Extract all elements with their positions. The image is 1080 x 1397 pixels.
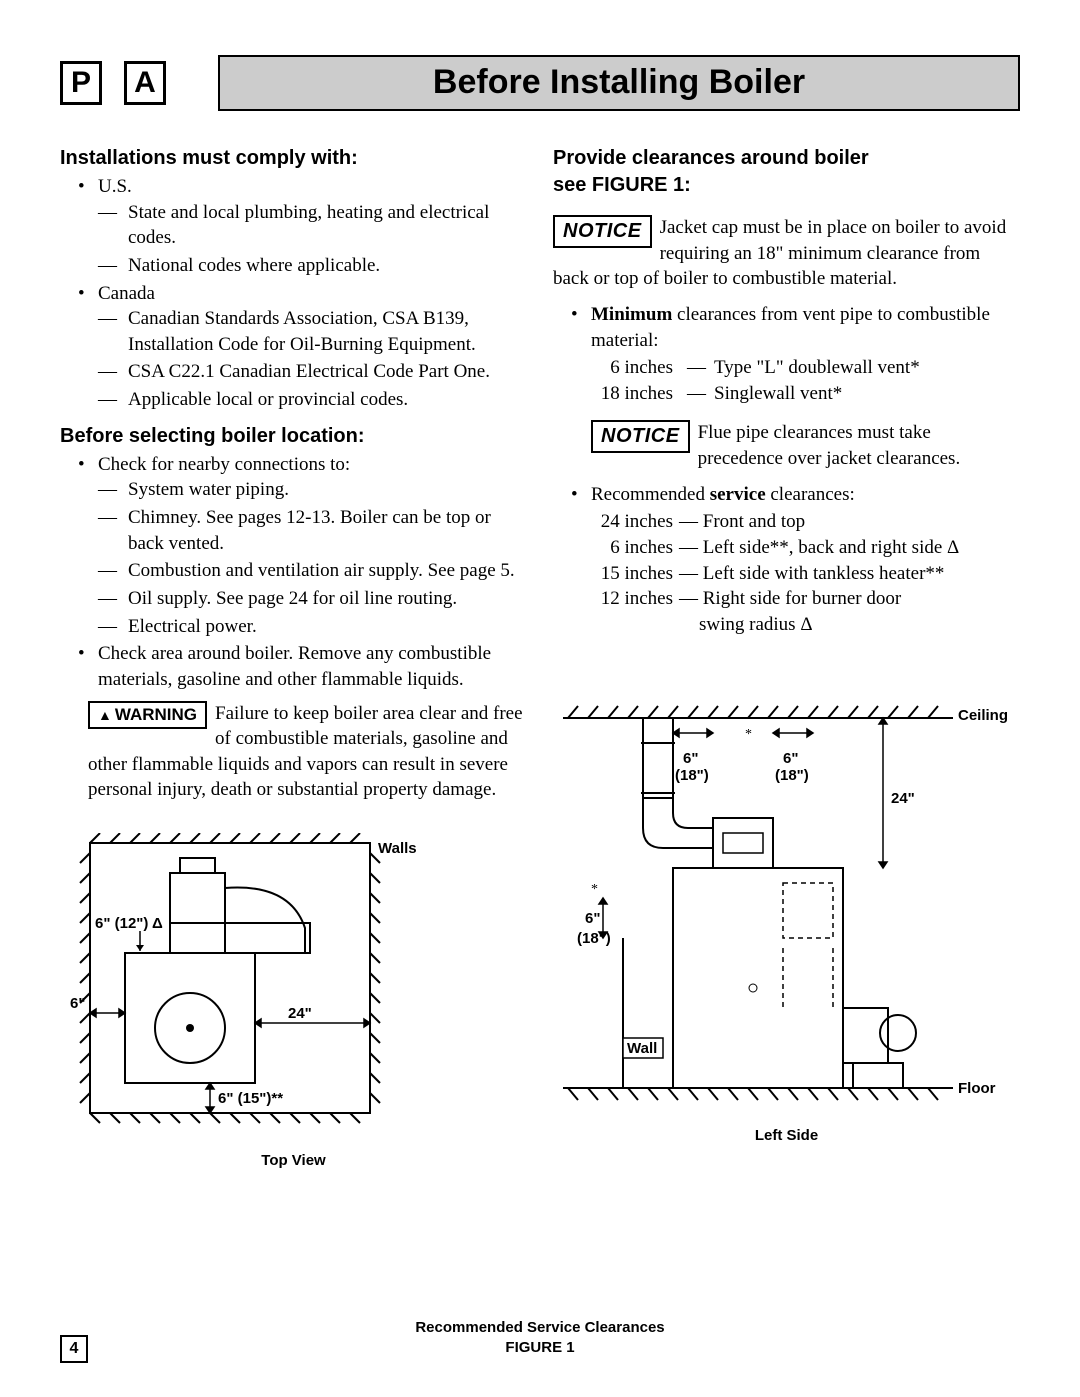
list-item: State and local plumbing, heating and el… [98, 200, 527, 251]
list-item: Chimney. See pages 12-13. Boiler can be … [98, 505, 527, 556]
warning-label: WARNING [88, 701, 207, 730]
footer-figure-label: FIGURE 1 [505, 1339, 574, 1356]
list-item: National codes where applicable. [98, 253, 527, 279]
heading-installations: Installations must comply with: [60, 145, 527, 172]
logo-p-icon: P [60, 61, 102, 105]
list-item: Canada Canadian Standards Association, C… [60, 281, 527, 413]
page-title: Before Installing Boiler [433, 60, 805, 106]
dim-label: 6" [70, 995, 85, 1012]
svg-text:(18"): (18") [577, 930, 611, 947]
figure-caption: Top View [60, 1151, 527, 1171]
right-column: Provide clearances around boiler see FIG… [553, 139, 1020, 1171]
header: P A Before Installing Boiler [60, 55, 1020, 111]
warning-callout: WARNING Failure to keep boiler area clea… [88, 701, 527, 804]
list-item: CSA C22.1 Canadian Electrical Code Part … [98, 359, 527, 385]
ceiling-label: Ceiling [958, 707, 1008, 724]
figure-top-view: 6" (12") Δ 6" 24" 6" (15")** Walls Top V… [60, 833, 527, 1171]
svg-text:(18"): (18") [675, 767, 709, 784]
svg-text:(18"): (18") [775, 767, 809, 784]
text: Canada [98, 283, 155, 304]
list-item: Minimum clearances from vent pipe to com… [553, 302, 1020, 353]
top-view-diagram: 6" (12") Δ 6" 24" 6" (15")** Walls [60, 833, 440, 1143]
left-column: Installations must comply with: U.S. Sta… [60, 139, 527, 1171]
notice-label: NOTICE [553, 215, 652, 248]
list-item: Oil supply. See page 24 for oil line rou… [98, 586, 527, 612]
list-item: U.S. State and local plumbing, heating a… [60, 174, 527, 279]
svg-text:6": 6" [683, 750, 698, 767]
list-item: Canadian Standards Association, CSA B139… [98, 306, 527, 357]
wall-label: Wall [627, 1040, 657, 1057]
list-item: Electrical power. [98, 614, 527, 640]
list-item: System water piping. [98, 477, 527, 503]
notice-callout: NOTICE Flue pipe clearances must take pr… [591, 420, 1020, 471]
page-number: 4 [60, 1335, 88, 1363]
footer: Recommended Service Clearances FIGURE 1 … [60, 1318, 1020, 1357]
notice-callout: NOTICE Jacket cap must be in place on bo… [553, 215, 1020, 292]
dim-label: 6" (12") Δ [95, 915, 163, 932]
dim-label: 24" [288, 1005, 312, 1022]
floor-label: Floor [958, 1080, 996, 1097]
heading-clearances: Provide clearances around boiler see FIG… [553, 145, 1020, 199]
svg-text:6": 6" [783, 750, 798, 767]
figure-caption: Left Side [553, 1126, 1020, 1146]
svg-text:*: * [591, 882, 598, 897]
logo-a-icon: A [124, 61, 166, 105]
svg-text:*: * [745, 727, 752, 742]
list-item: Check area around boiler. Remove any com… [60, 641, 527, 692]
list-item: Applicable local or provincial codes. [98, 387, 527, 413]
text: U.S. [98, 176, 132, 197]
dim-label: 6" (15")** [218, 1090, 283, 1107]
list-item: Combustion and ventilation air supply. S… [98, 558, 527, 584]
text: Check for nearby connections to: [98, 454, 350, 475]
left-side-diagram: Ceiling Floor Wall [553, 698, 1013, 1118]
svg-text:6": 6" [585, 910, 600, 927]
notice-text: Flue pipe clearances must take precedenc… [698, 422, 961, 469]
list-item: Recommended service clearances: [553, 482, 1020, 508]
walls-label: Walls [378, 840, 417, 857]
svg-text:24": 24" [891, 790, 915, 807]
heading-before-selecting: Before selecting boiler location: [60, 423, 527, 450]
list-item: Check for nearby connections to: System … [60, 452, 527, 639]
page-title-box: Before Installing Boiler [218, 55, 1020, 111]
footer-caption: Recommended Service Clearances [415, 1319, 664, 1336]
figure-left-side: Ceiling Floor Wall [553, 698, 1020, 1146]
notice-label: NOTICE [591, 420, 690, 453]
